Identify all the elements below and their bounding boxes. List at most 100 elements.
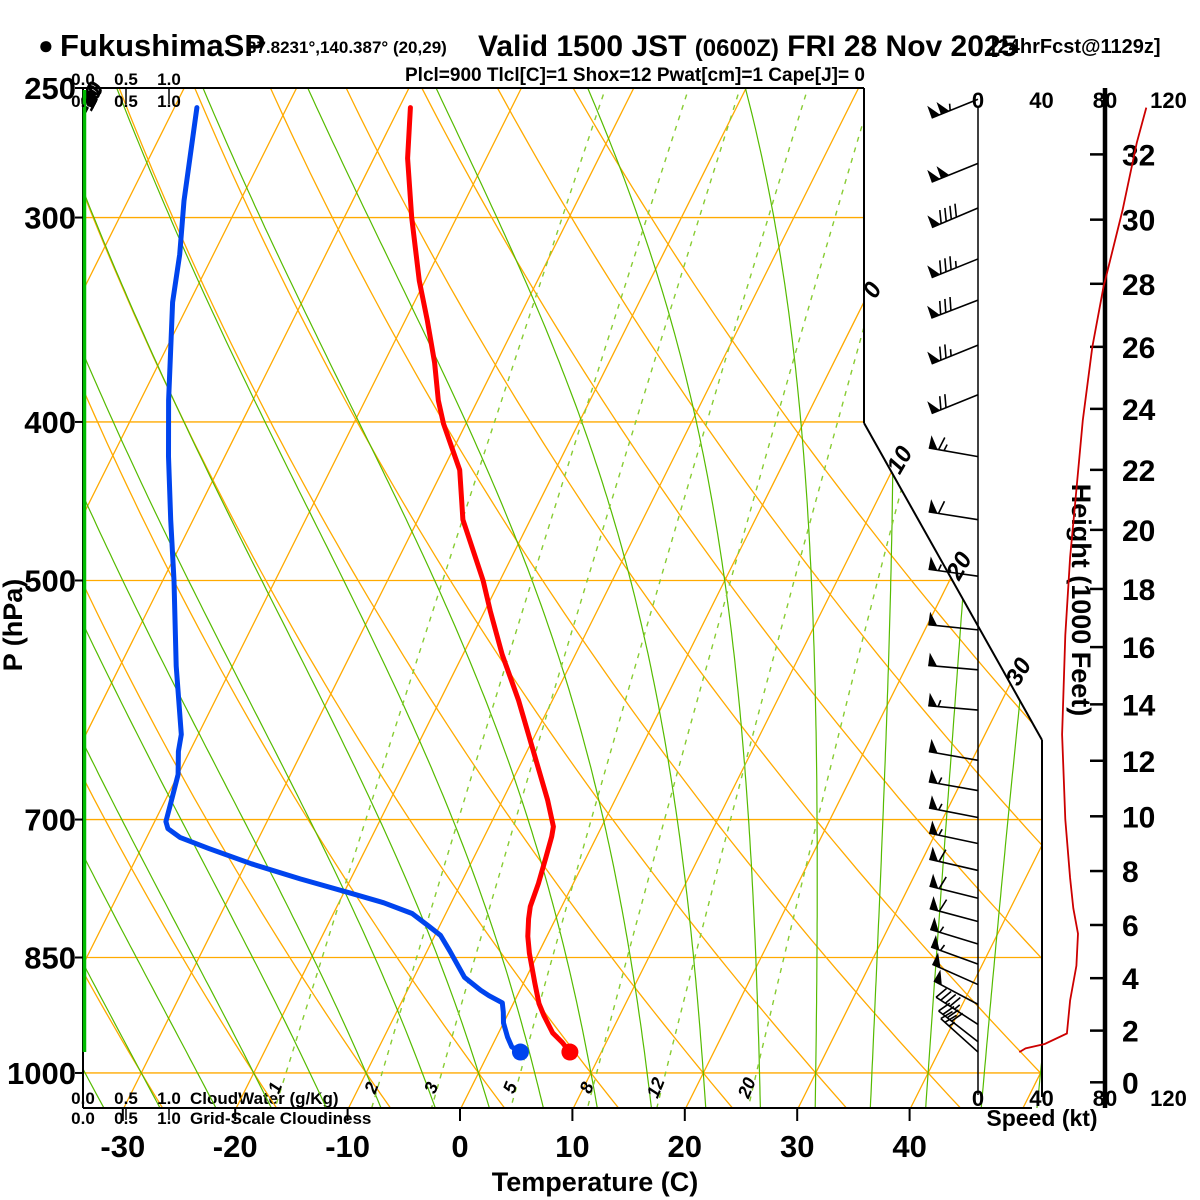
wind-barb: [927, 256, 979, 279]
valid-time-z: (0600Z): [695, 35, 779, 62]
cloudwater-scale-value-top: 0.5: [114, 70, 138, 89]
wind-barb-shaft: [928, 704, 979, 711]
wind-barb-pennant: [927, 351, 940, 364]
pressure-tick-label: 1000: [7, 1056, 76, 1091]
cloudwater-scale-value-top: 0.0: [71, 70, 95, 89]
wind-barb-full: [938, 396, 942, 410]
wind-barb-full: [944, 1014, 958, 1023]
wind-barb-full: [935, 987, 948, 998]
cloudiness-scale-value-top: 0.0: [71, 92, 95, 111]
wind-barb-full: [937, 437, 946, 451]
height-tick-label: 22: [1122, 455, 1155, 488]
wind-barb: [928, 435, 979, 458]
wind-barb: [928, 499, 979, 521]
stability-params: Plcl=900 Tlcl[C]=1 Shox=12 Pwat[cm]=1 Ca…: [405, 65, 865, 86]
isotherm-line: [910, 88, 1042, 1108]
wind-barb-shaft: [931, 207, 979, 229]
wind-barb-pennant: [933, 969, 942, 986]
isotherm-line: [83, 88, 522, 1108]
temperature-axis-label: Temperature (C): [492, 1167, 699, 1197]
wind-barb-pennant: [928, 692, 938, 707]
cloudwater-scale-value-bottom: 1.0: [157, 1089, 181, 1108]
wind-barb: [928, 556, 979, 577]
forecast-tag: [24hrFcst@1129z]: [991, 36, 1161, 58]
wind-barb: [927, 162, 979, 183]
cloudwater-scale-value-top: 1.0: [157, 70, 181, 89]
wind-barb-pennant: [928, 738, 938, 754]
wind-barb: [929, 873, 979, 900]
station-coords: 37.8231°,140.387° (20,29): [247, 38, 447, 57]
moist-adiabat-line: [430, 88, 707, 1108]
speed-tick-label-top: 120: [1150, 88, 1187, 113]
wind-barb: [930, 935, 979, 965]
moist-adiabat-line: [302, 88, 653, 1108]
wind-barb-pennant: [928, 435, 938, 450]
dry-adiabat-line: [489, 88, 1042, 1108]
speed-tick-label-bottom: 40: [1029, 1086, 1053, 1111]
dry-adiabat-line: [188, 88, 850, 1108]
temp-tick-label: -10: [325, 1129, 370, 1164]
height-tick-label: 12: [1122, 746, 1155, 779]
wind-barb-pennant: [928, 795, 938, 810]
wind-barb: [931, 952, 979, 986]
wind-barb-half: [949, 349, 952, 357]
wind-barb-shaft: [929, 858, 979, 872]
dry-adiabat-line: [112, 88, 736, 1108]
height-tick-label: 18: [1122, 574, 1155, 607]
wind-barb-full: [937, 500, 946, 514]
wind-barb-half: [938, 803, 943, 811]
pressure-tick-label: 700: [24, 803, 76, 838]
wind-barb: [938, 1002, 979, 1043]
wind-barb: [928, 652, 979, 671]
wind-barb-full: [938, 300, 942, 315]
frame-line: [863, 422, 1043, 741]
cloudiness-scale-value-bottom: 0.0: [71, 1109, 95, 1128]
wind-barb-pennant: [936, 166, 950, 179]
surface-dewpoint-dot: [511, 1043, 529, 1061]
moist-adiabat-line: [83, 88, 385, 1108]
wind-barb-pennant: [928, 611, 938, 626]
isotherm-line: [123, 88, 635, 1108]
height-tick-label: 26: [1122, 332, 1155, 365]
mixing-ratio-label: 3: [420, 1079, 442, 1096]
dry-adiabat-line: [83, 88, 622, 1108]
wind-barb-full: [944, 394, 947, 408]
height-tick-label: 20: [1122, 515, 1155, 548]
wind-barb-full: [940, 990, 952, 1001]
wind-barb: [927, 344, 979, 365]
mixing-ratio-label: 20: [733, 1075, 759, 1102]
wind-barb-pennant: [929, 896, 939, 911]
wind-barb-pennant: [927, 305, 940, 319]
height-tick-label: 32: [1122, 139, 1155, 172]
wind-barb: [929, 917, 979, 945]
wind-barb-half: [938, 828, 943, 836]
moist-adiabat-line: [198, 88, 600, 1108]
isotherm-line: [83, 88, 185, 1108]
wind-barb-half: [954, 260, 958, 268]
station-bullet-icon: ●: [38, 30, 54, 60]
wind-barb-full: [949, 996, 961, 1007]
wind-barb: [928, 769, 979, 792]
isotherm-line: [348, 88, 860, 1108]
mixing-ratio-line: [584, 88, 879, 1108]
wind-barb-half: [939, 926, 945, 933]
moist-adiabat-line: [583, 88, 762, 1108]
mixing-ratio-label: 12: [643, 1075, 669, 1101]
wind-barb-pennant: [930, 917, 939, 933]
wind-barb-full: [944, 258, 947, 272]
height-tick-label: 0: [1122, 1067, 1139, 1100]
wind-barb-pennant: [927, 215, 941, 228]
wind-barb-pennant: [929, 873, 939, 889]
wind-barb-shaft: [928, 807, 979, 819]
height-tick-label: 6: [1122, 910, 1139, 943]
valid-time-main: Valid 1500 JST: [478, 30, 695, 63]
isotherm-label: 10: [882, 441, 919, 478]
wind-barb-half: [937, 699, 942, 707]
dry-adiabat-line: [83, 88, 394, 1108]
moist-adiabat-line: [83, 88, 439, 1108]
wind-barb: [929, 846, 979, 872]
wind-barb-full: [949, 296, 952, 311]
header: ● FukushimaSP 37.8231°,140.387° (20,29) …: [38, 28, 1161, 86]
